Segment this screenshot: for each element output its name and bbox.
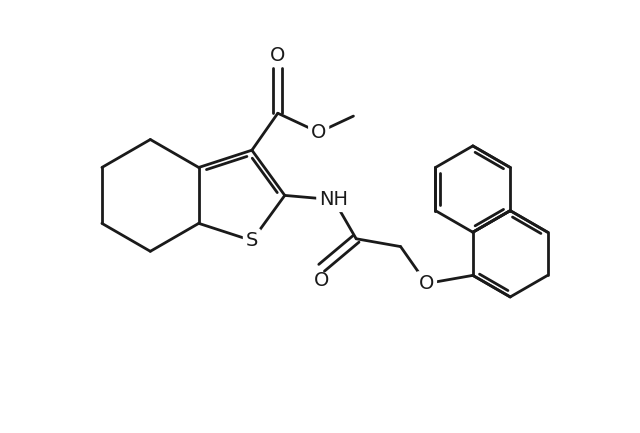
Text: O: O xyxy=(314,271,330,290)
Text: O: O xyxy=(270,46,285,65)
Text: NH: NH xyxy=(319,190,348,209)
Text: O: O xyxy=(311,123,326,142)
Text: O: O xyxy=(419,274,434,293)
Text: S: S xyxy=(246,231,258,250)
